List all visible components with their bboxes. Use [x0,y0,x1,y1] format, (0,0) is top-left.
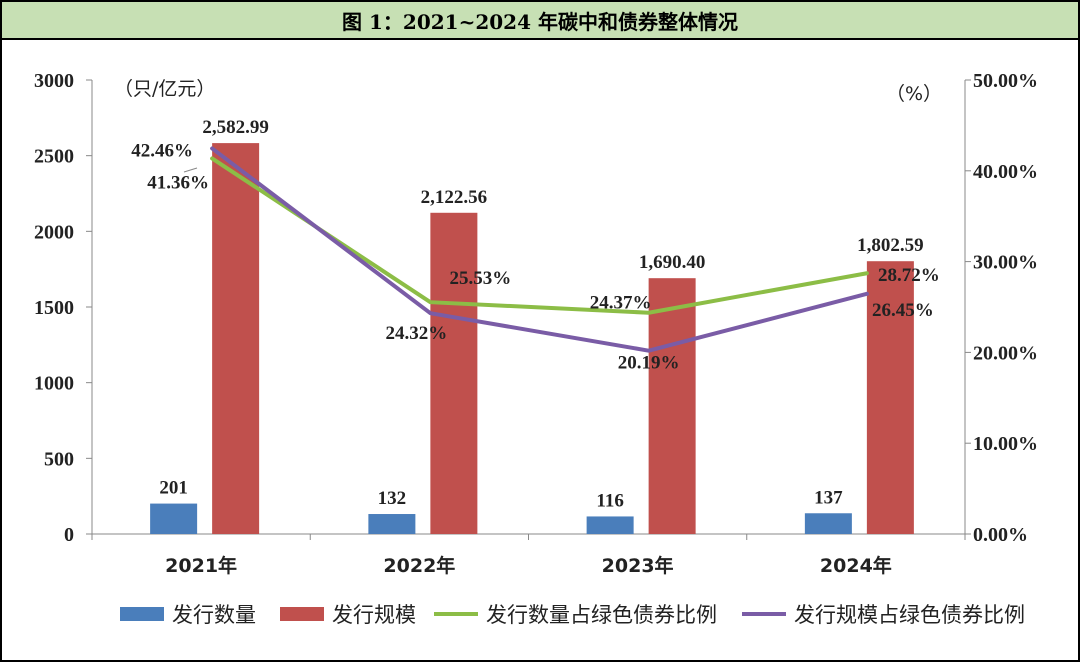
left-tick-label: 1500 [34,297,74,319]
bar-issue-count [368,514,416,534]
line-data-label: 20.19% [618,353,680,374]
legend-label: 发行数量 [172,603,256,627]
bar-issue-scale [648,278,696,534]
right-tick-label: 20.00% [973,342,1038,364]
label-leader-line [183,167,198,173]
bar-data-label: 201 [159,478,188,499]
bar-issue-count [586,516,634,534]
legend-swatch [280,607,324,621]
left-tick-label: 1000 [34,373,74,395]
chart-title: 图 1：2021~2024 年碳中和债券整体情况 [2,2,1078,40]
line-data-label: 41.36% [147,172,209,193]
right-tick-label: 0.00% [973,524,1028,546]
x-tick-label: 2023年 [602,554,674,577]
bar-issue-scale [212,143,260,534]
left-tick-label: 3000 [34,70,74,92]
x-tick-label: 2022年 [383,554,455,577]
left-tick-label: 2500 [34,146,74,168]
bar-issue-scale [430,212,478,534]
bar-data-label: 2,582.99 [202,117,269,138]
line-data-label: 28.72% [878,265,940,286]
bar-issue-count [150,503,198,534]
right-tick-label: 50.00% [973,70,1038,92]
bar-issue-scale [866,261,914,534]
legend-label: 发行规模占绿色债券比例 [794,603,1025,627]
bar-data-label: 116 [596,490,623,511]
bar-data-label: 1,690.40 [639,252,706,273]
bar-data-label: 132 [378,488,407,509]
bar-data-label: 2,122.56 [421,187,488,208]
left-tick-label: 2000 [34,221,74,243]
line-data-label: 24.37% [590,293,652,314]
right-tick-label: 30.00% [973,252,1038,274]
legend-label: 发行规模 [332,603,416,627]
legend-label: 发行数量占绿色债券比例 [486,603,717,627]
x-tick-label: 2024年 [820,554,892,577]
bar-data-label: 1,802.59 [857,235,924,256]
right-tick-label: 10.00% [973,433,1038,455]
legend-swatch [120,607,164,621]
left-tick-label: 0 [64,524,74,546]
line-data-label: 42.46% [131,140,193,161]
line-data-label: 26.45% [872,300,934,321]
line-count-ratio [210,156,869,315]
x-tick-label: 2021年 [165,554,237,577]
left-unit-label: （只/亿元） [114,78,215,100]
line-data-label: 24.32% [386,323,448,344]
left-tick-label: 500 [44,448,74,470]
bar-issue-count [804,513,852,534]
line-scale-ratio [210,146,869,353]
line-data-label: 25.53% [450,268,512,289]
right-unit-label: （%） [886,83,942,105]
right-tick-label: 40.00% [973,161,1038,183]
bar-data-label: 137 [814,487,843,508]
